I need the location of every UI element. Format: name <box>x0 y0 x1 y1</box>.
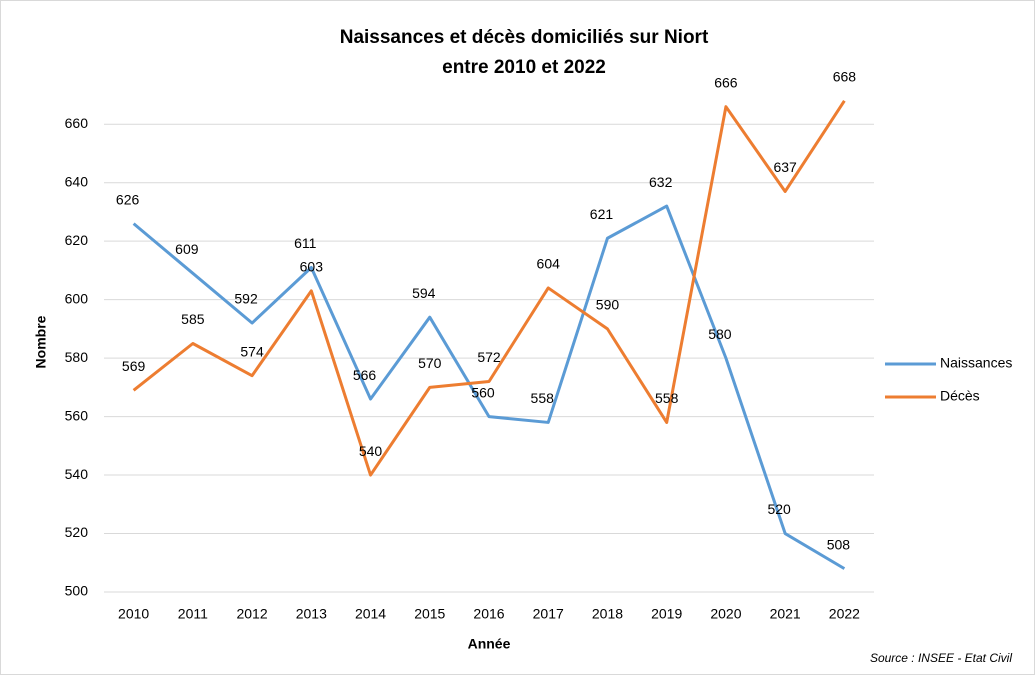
data-label: 560 <box>471 384 495 400</box>
data-label: 611 <box>294 235 317 251</box>
x-tick-label: 2011 <box>178 606 208 622</box>
data-label: 566 <box>353 367 377 383</box>
data-label: 621 <box>590 206 614 222</box>
data-label: 668 <box>833 69 857 85</box>
data-label: 508 <box>827 536 851 552</box>
data-label: 592 <box>234 291 258 307</box>
data-label: 609 <box>175 241 199 257</box>
x-tick-label: 2010 <box>118 606 149 622</box>
data-label: 558 <box>531 390 555 406</box>
series-line <box>132 100 846 477</box>
data-label: 569 <box>122 358 146 374</box>
x-tick-label: 2019 <box>651 606 682 622</box>
y-tick-label: 660 <box>65 115 89 131</box>
y-tick-label: 560 <box>65 407 89 423</box>
source-note: Source : INSEE - Etat Civil <box>870 651 1012 665</box>
x-tick-label: 2014 <box>355 606 386 622</box>
data-label: 572 <box>477 349 501 365</box>
data-label: 594 <box>412 285 436 301</box>
y-tick-label: 620 <box>65 232 89 248</box>
data-label: 540 <box>359 443 383 459</box>
legend-label: Naissances <box>940 355 1012 371</box>
x-tick-label: 2013 <box>296 606 327 622</box>
series-line <box>132 204 846 570</box>
x-tick-label: 2021 <box>770 606 801 622</box>
x-tick-label: 2016 <box>473 606 504 622</box>
x-tick-label: 2022 <box>829 606 860 622</box>
x-tick-label: 2017 <box>533 606 564 622</box>
x-axis-label: Année <box>468 636 511 652</box>
y-tick-label: 600 <box>65 290 89 306</box>
chart-title: Naissances et décès domiciliés sur Niort <box>340 27 709 48</box>
y-tick-label: 640 <box>65 173 89 189</box>
data-label: 626 <box>116 191 140 207</box>
y-tick-label: 580 <box>65 349 89 365</box>
y-tick-label: 540 <box>65 466 89 482</box>
x-tick-label: 2015 <box>414 606 445 622</box>
data-label: 637 <box>773 159 797 175</box>
x-tick-label: 2012 <box>236 606 267 622</box>
data-label: 632 <box>649 174 673 190</box>
y-tick-label: 520 <box>65 524 89 540</box>
data-label: 585 <box>181 311 205 327</box>
y-tick-label: 500 <box>65 583 89 599</box>
data-label: 520 <box>767 501 791 517</box>
data-label: 570 <box>418 355 442 371</box>
data-label: 558 <box>655 390 679 406</box>
x-tick-label: 2018 <box>592 606 623 622</box>
y-axis-label: Nombre <box>33 315 49 368</box>
chart-subtitle: entre 2010 et 2022 <box>442 57 606 78</box>
data-label: 666 <box>714 74 738 90</box>
data-label: 574 <box>240 343 264 359</box>
data-label: 590 <box>596 297 620 313</box>
legend-label: Décès <box>940 388 980 404</box>
x-tick-label: 2020 <box>710 606 741 622</box>
data-label: 603 <box>300 259 324 275</box>
data-label: 604 <box>537 256 561 272</box>
data-label: 580 <box>708 326 732 342</box>
